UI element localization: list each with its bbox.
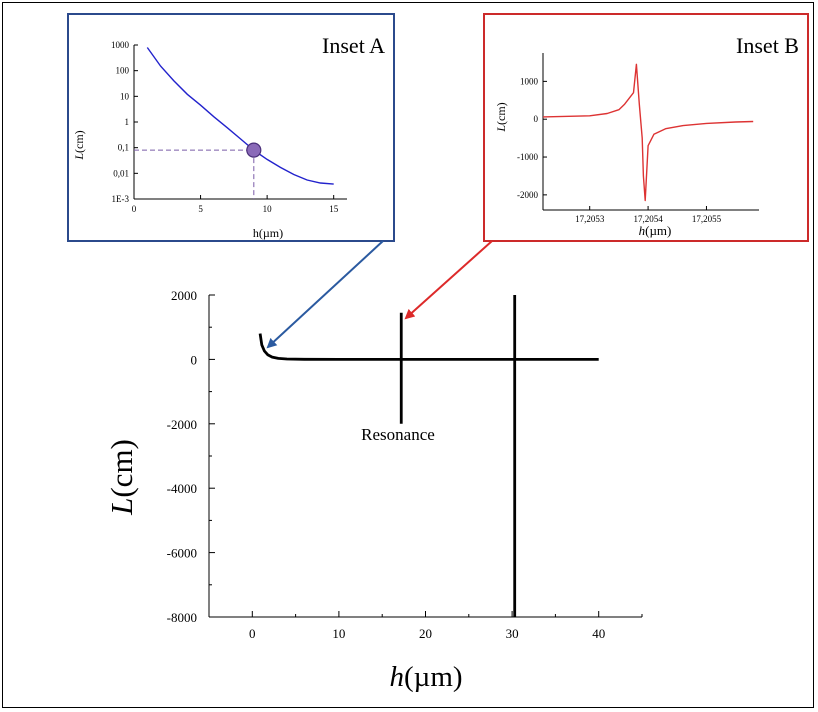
inset-a-x-tick-label: 0 bbox=[132, 204, 137, 214]
inset-a-y-tick-label: 0,01 bbox=[113, 168, 129, 178]
main-ylabel-unit: (cm) bbox=[104, 439, 139, 498]
main-y-tick-label: -6000 bbox=[167, 546, 197, 561]
inset-a-arrow bbox=[266, 240, 384, 349]
main-ylabel: L(cm) bbox=[104, 439, 139, 516]
inset-a-y-tick-label: 1E-3 bbox=[112, 194, 130, 204]
main-x-tick-label: 0 bbox=[249, 626, 256, 641]
main-x-tick-label: 40 bbox=[592, 626, 605, 641]
main-xlabel: h(µm) bbox=[389, 661, 462, 693]
inset-a-x-tick-label: 15 bbox=[329, 204, 339, 214]
inset-a-series-line bbox=[146, 47, 334, 185]
inset-b-y-tick-label: -2000 bbox=[517, 190, 538, 200]
inset-a-x-tick-label: 10 bbox=[263, 204, 273, 214]
inset-a-ylabel-unit: (cm) bbox=[72, 130, 86, 153]
main-x-tick-label: 20 bbox=[419, 626, 432, 641]
inset-b-series-line bbox=[542, 63, 754, 202]
main-y-tick-label: -2000 bbox=[167, 417, 197, 432]
main-x-tick-label: 30 bbox=[506, 626, 519, 641]
inset-a-ylabel: L(cm) bbox=[72, 130, 86, 160]
main-xlabel-italic: h bbox=[389, 661, 404, 693]
inset-b-plot: 1000 0 -1000 -2000 17,2053 17,2054 17,2055 bbox=[517, 53, 759, 224]
inset-b-arrow bbox=[404, 240, 493, 320]
inset-b-ylabel-unit: (cm) bbox=[494, 102, 508, 125]
inset-a-xlabel: h(µm) bbox=[253, 226, 283, 240]
inset-a-y-tick-label: 10 bbox=[120, 91, 130, 101]
main-y-tick-label: 2000 bbox=[171, 288, 197, 303]
inset-a: Inset A 1E-3 0,01 0,1 1 10 100 1000 0 5 10 15 L(cm… bbox=[67, 13, 395, 242]
inset-a-title: Inset A bbox=[322, 33, 385, 58]
inset-b-y-tick-label: -1000 bbox=[517, 152, 538, 162]
inset-b-y-tick-label: 0 bbox=[534, 114, 539, 124]
inset-b-x-tick-label: 17,2053 bbox=[575, 214, 605, 224]
resonance-label: Resonance bbox=[361, 425, 435, 444]
inset-b: Inset B 1000 0 -1000 -2000 17,2053 17,2054 17,… bbox=[483, 13, 809, 242]
main-plot: 2000 0 -2000 -4000 -6000 -8000 0 10 20 30 40 bbox=[167, 288, 643, 641]
inset-b-title: Inset B bbox=[736, 33, 799, 58]
inset-a-y-tick-label: 0,1 bbox=[118, 143, 129, 153]
inset-a-y-tick-label: 1 bbox=[125, 117, 130, 127]
inset-a-x-tick-label: 5 bbox=[198, 204, 203, 214]
main-y-tick-label: -4000 bbox=[167, 481, 197, 496]
inset-a-y-tick-label: 100 bbox=[116, 66, 130, 76]
main-x-tick-label: 10 bbox=[332, 626, 345, 641]
main-series-line-0 bbox=[258, 333, 402, 361]
main-y-tick-label: -8000 bbox=[167, 610, 197, 625]
inset-b-xlabel-unit: (µm) bbox=[645, 223, 671, 238]
inset-b-x-tick-label: 17,2055 bbox=[692, 214, 722, 224]
inset-b-xlabel-italic: h bbox=[639, 223, 646, 238]
inset-a-y-tick-label: 1000 bbox=[111, 40, 130, 50]
inset-a-ylabel-italic: L bbox=[72, 153, 86, 161]
main-xlabel-unit: (µm) bbox=[404, 661, 463, 693]
main-ylabel-italic: L bbox=[104, 498, 139, 516]
inset-b-ylabel-italic: L bbox=[494, 125, 508, 133]
inset-b-xlabel: h(µm) bbox=[639, 223, 672, 238]
inset-b-y-tick-label: 1000 bbox=[520, 76, 539, 86]
main-y-tick-label: 0 bbox=[191, 352, 198, 367]
inset-a-plot: 1E-3 0,01 0,1 1 10 100 1000 0 5 10 15 bbox=[111, 40, 347, 214]
inset-b-x-tick-label: 17,2054 bbox=[633, 214, 663, 224]
inset-b-ylabel: L(cm) bbox=[494, 102, 508, 132]
inset-a-highlight-point bbox=[246, 142, 262, 158]
